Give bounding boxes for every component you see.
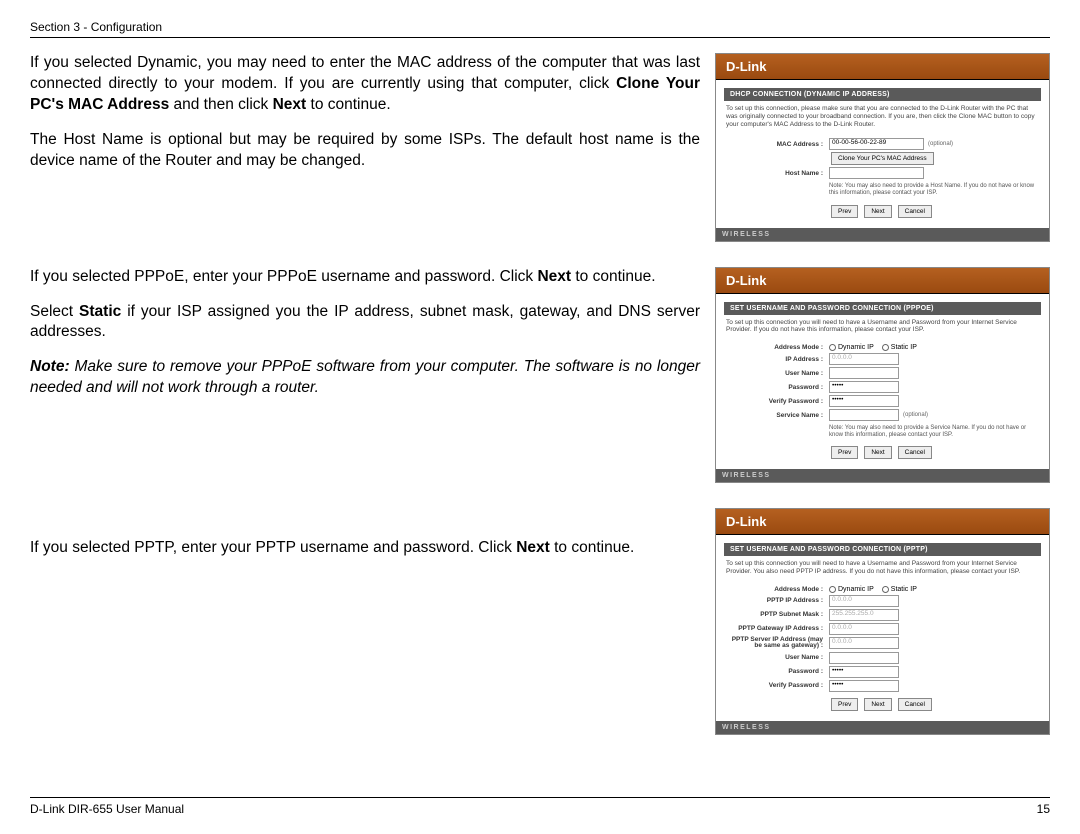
host-label: Host Name : xyxy=(724,170,829,177)
prev-button[interactable]: Prev xyxy=(831,205,858,218)
router-brand: D-Link xyxy=(716,509,1049,535)
prev-button[interactable]: Prev xyxy=(831,446,858,459)
text: to continue. xyxy=(306,96,390,113)
ip-input[interactable]: 0.0.0.0 xyxy=(829,353,899,365)
router-brand: D-Link xyxy=(716,268,1049,294)
mac-optional: (optional) xyxy=(924,141,953,147)
text: If you selected PPTP, enter your PPTP us… xyxy=(30,539,516,556)
user-input[interactable] xyxy=(829,652,899,664)
radio-label: Static IP xyxy=(891,586,917,593)
pptp-ip-input[interactable]: 0.0.0.0 xyxy=(829,595,899,607)
text: If you selected PPPoE, enter your PPPoE … xyxy=(30,268,537,285)
block-pptp: If you selected PPTP, enter your PPTP us… xyxy=(30,508,1050,735)
vpass-input[interactable]: ••••• xyxy=(829,680,899,692)
paragraph: The Host Name is optional but may be req… xyxy=(30,130,700,172)
user-label: User Name : xyxy=(724,370,829,377)
next-button[interactable]: Next xyxy=(864,698,891,711)
router-brand: D-Link xyxy=(716,54,1049,80)
page-footer: D-Link DIR-655 User Manual 15 xyxy=(30,797,1050,816)
pass-input[interactable]: ••••• xyxy=(829,381,899,393)
next-button[interactable]: Next xyxy=(864,205,891,218)
mode-label: Address Mode : xyxy=(724,586,829,593)
text: Select xyxy=(30,303,79,320)
vpass-label: Verify Password : xyxy=(724,398,829,405)
cancel-button[interactable]: Cancel xyxy=(898,446,932,459)
pptp-ip-label: PPTP IP Address : xyxy=(724,597,829,604)
paragraph: If you selected Dynamic, you may need to… xyxy=(30,53,700,116)
pptp-gw-label: PPTP Gateway IP Address : xyxy=(724,625,829,632)
prev-button[interactable]: Prev xyxy=(831,698,858,711)
vpass-label: Verify Password : xyxy=(724,682,829,689)
svc-input[interactable] xyxy=(829,409,899,421)
mac-label: MAC Address : xyxy=(724,141,829,148)
radio-static[interactable] xyxy=(882,586,889,593)
bold-text: Next xyxy=(273,96,307,113)
mac-input[interactable]: 00-00-56-00-22-89 xyxy=(829,138,924,150)
screenshot-pppoe: D-Link SET USERNAME AND PASSWORD CONNECT… xyxy=(715,267,1050,484)
paragraph: If you selected PPTP, enter your PPTP us… xyxy=(30,538,700,559)
radio-dynamic[interactable] xyxy=(829,344,836,351)
user-label: User Name : xyxy=(724,654,829,661)
bold-text: Next xyxy=(537,268,571,285)
pptp-srv-label: PPTP Server IP Address (may be same as g… xyxy=(724,637,829,650)
text: and then click xyxy=(169,96,272,113)
pass-input[interactable]: ••••• xyxy=(829,666,899,678)
text: If you selected Dynamic, you may need to… xyxy=(30,54,700,92)
text: to continue. xyxy=(571,268,655,285)
pptp-mask-input[interactable]: 255.255.255.0 xyxy=(829,609,899,621)
text: if your ISP assigned you the IP address,… xyxy=(30,303,700,341)
radio-label: Static IP xyxy=(891,344,917,351)
bold-text: Static xyxy=(79,303,121,320)
pptp-srv-input[interactable]: 0.0.0.0 xyxy=(829,637,899,649)
hint-text: Note: You may also need to provide a Ser… xyxy=(724,423,1041,442)
text-dynamic: If you selected Dynamic, you may need to… xyxy=(30,53,700,242)
cancel-button[interactable]: Cancel xyxy=(898,205,932,218)
svc-label: Service Name : xyxy=(724,412,829,419)
header-rule xyxy=(30,37,1050,38)
pass-label: Password : xyxy=(724,668,829,675)
manual-name: D-Link DIR-655 User Manual xyxy=(30,802,184,816)
radio-static[interactable] xyxy=(882,344,889,351)
pptp-mask-label: PPTP Subnet Mask : xyxy=(724,611,829,618)
ip-label: IP Address : xyxy=(724,356,829,363)
radio-label: Dynamic IP xyxy=(838,586,874,593)
svc-optional: (optional) xyxy=(899,412,928,418)
paragraph: If you selected PPPoE, enter your PPPoE … xyxy=(30,267,700,288)
page-number: 15 xyxy=(1037,802,1050,816)
router-footer: WIRELESS xyxy=(716,721,1049,734)
next-button[interactable]: Next xyxy=(864,446,891,459)
clone-mac-button[interactable]: Clone Your PC's MAC Address xyxy=(831,152,934,165)
panel-title: SET USERNAME AND PASSWORD CONNECTION (PP… xyxy=(724,302,1041,315)
note-label: Note: xyxy=(30,358,70,375)
screenshot-pptp: D-Link SET USERNAME AND PASSWORD CONNECT… xyxy=(715,508,1050,735)
text: to continue. xyxy=(550,539,634,556)
vpass-input[interactable]: ••••• xyxy=(829,395,899,407)
screenshot-dhcp: D-Link DHCP CONNECTION (DYNAMIC IP ADDRE… xyxy=(715,53,1050,242)
block-pppoe: If you selected PPPoE, enter your PPPoE … xyxy=(30,267,1050,484)
pass-label: Password : xyxy=(724,384,829,391)
bold-text: Next xyxy=(516,539,550,556)
panel-desc: To set up this connection you will need … xyxy=(724,556,1041,584)
hint-text: Note: You may also need to provide a Hos… xyxy=(724,181,1041,200)
panel-desc: To set up this connection, please make s… xyxy=(724,101,1041,136)
panel-title: SET USERNAME AND PASSWORD CONNECTION (PP… xyxy=(724,543,1041,556)
section-header: Section 3 - Configuration xyxy=(30,20,1050,37)
panel-title: DHCP CONNECTION (DYNAMIC IP ADDRESS) xyxy=(724,88,1041,101)
router-footer: WIRELESS xyxy=(716,228,1049,241)
host-input[interactable] xyxy=(829,167,924,179)
block-dynamic: If you selected Dynamic, you may need to… xyxy=(30,53,1050,242)
radio-label: Dynamic IP xyxy=(838,344,874,351)
cancel-button[interactable]: Cancel xyxy=(898,698,932,711)
note-text: Make sure to remove your PPPoE software … xyxy=(30,358,700,396)
paragraph: Select Static if your ISP assigned you t… xyxy=(30,302,700,344)
pptp-gw-input[interactable]: 0.0.0.0 xyxy=(829,623,899,635)
radio-dynamic[interactable] xyxy=(829,586,836,593)
text-pppoe: If you selected PPPoE, enter your PPPoE … xyxy=(30,267,700,484)
mode-label: Address Mode : xyxy=(724,344,829,351)
text-pptp: If you selected PPTP, enter your PPTP us… xyxy=(30,508,700,735)
panel-desc: To set up this connection you will need … xyxy=(724,315,1041,343)
paragraph-note: Note: Make sure to remove your PPPoE sof… xyxy=(30,357,700,399)
user-input[interactable] xyxy=(829,367,899,379)
router-footer: WIRELESS xyxy=(716,469,1049,482)
